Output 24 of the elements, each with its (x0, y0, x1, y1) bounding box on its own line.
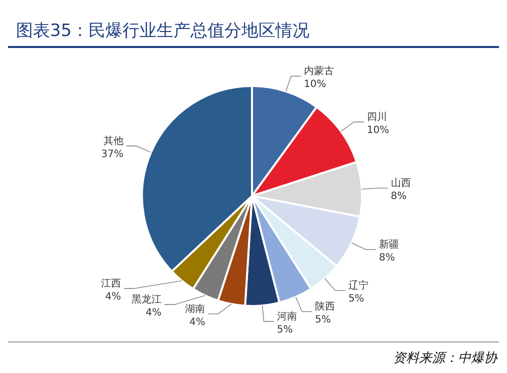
slice-label: 其他 (103, 134, 124, 147)
slice-label: 江西 (101, 277, 122, 290)
data-label: 5% (276, 324, 293, 336)
data-label: 4% (146, 308, 162, 319)
data-label: 5% (348, 294, 364, 305)
text: 资料来源：中爆协 (393, 351, 498, 366)
slice-label: 新疆 (379, 238, 400, 251)
slice-label: 湖南 (185, 302, 206, 315)
data-label: 4% (189, 316, 206, 328)
data-label: 10% (304, 79, 326, 90)
data-label: 4% (105, 291, 122, 302)
slice-label: 黑龙江 (132, 294, 162, 306)
slice-label: 内蒙古 (304, 65, 334, 78)
data-label: 8% (390, 191, 407, 202)
data-label: 37% (101, 148, 124, 160)
slice-label: 四川 (366, 110, 387, 123)
slice-label: 山西 (390, 177, 411, 190)
slice-label: 河南 (276, 310, 297, 322)
data-label: 5% (315, 314, 331, 326)
slice-label: 辽宁 (348, 280, 368, 292)
chart-title: 图表35：民爆行业生产总值分地区情况 (16, 21, 310, 41)
data-label: 10% (366, 124, 390, 136)
slice-label: 陕西 (315, 300, 336, 313)
data-label: 8% (379, 252, 395, 264)
